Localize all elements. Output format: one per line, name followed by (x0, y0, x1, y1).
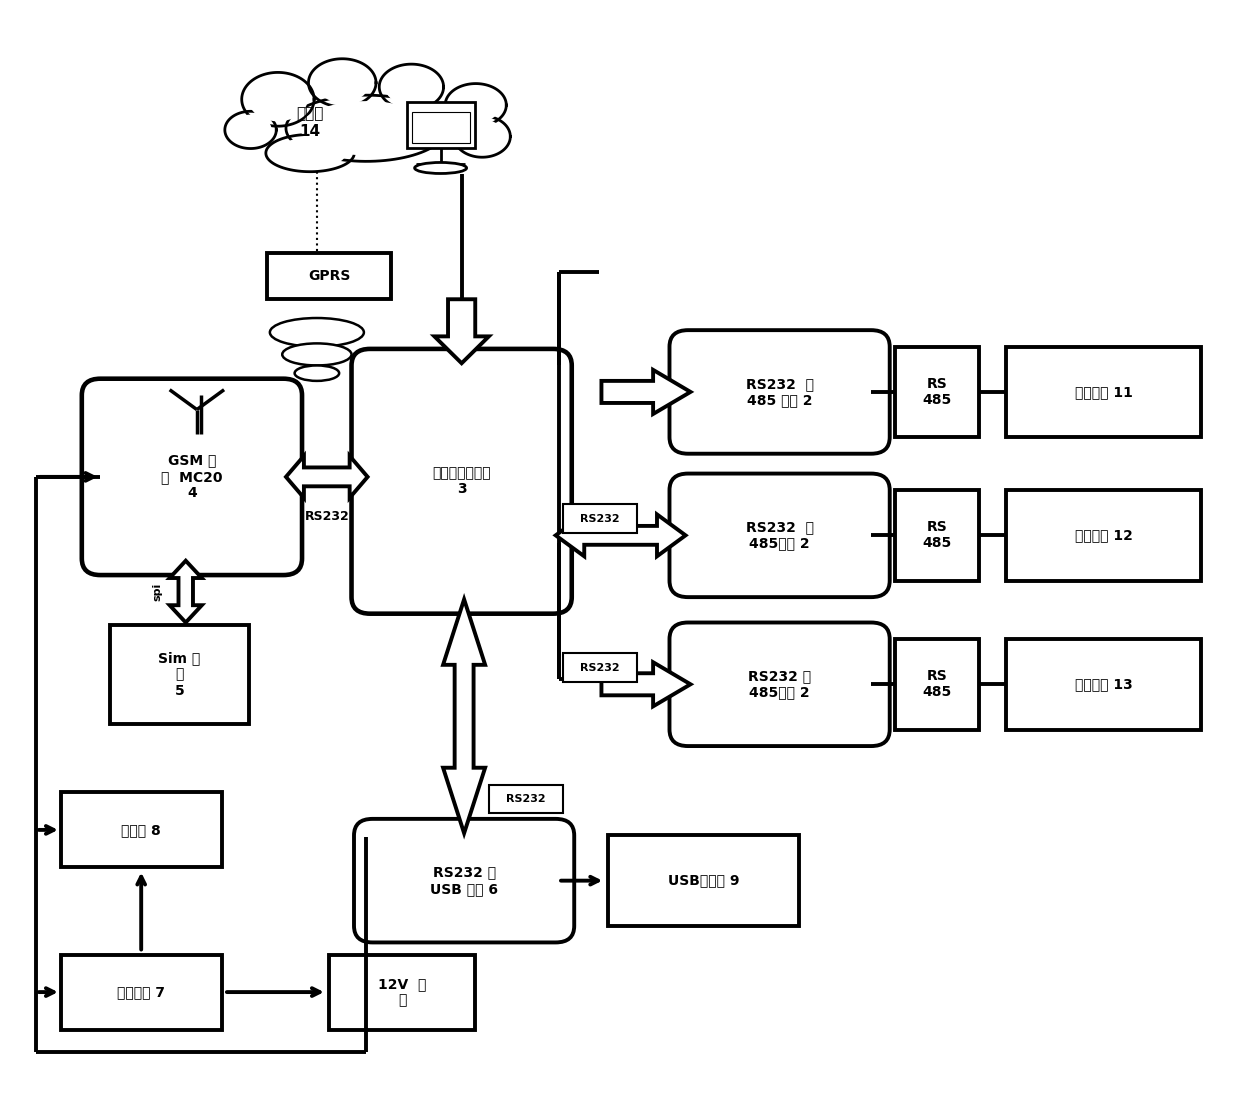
Ellipse shape (445, 84, 506, 126)
Text: 12V  供
电: 12V 供 电 (378, 977, 427, 1008)
Text: 流速端口 11: 流速端口 11 (1075, 385, 1132, 399)
Text: RS232 转
USB 模块 6: RS232 转 USB 模块 6 (430, 866, 498, 896)
Ellipse shape (265, 135, 355, 171)
Polygon shape (434, 300, 489, 363)
FancyBboxPatch shape (110, 625, 249, 724)
FancyBboxPatch shape (1006, 639, 1202, 730)
Polygon shape (443, 599, 485, 833)
FancyBboxPatch shape (61, 954, 222, 1030)
FancyBboxPatch shape (61, 792, 222, 867)
Text: spi: spi (153, 583, 162, 601)
Text: 中央数据处理器
3: 中央数据处理器 3 (433, 467, 491, 497)
Ellipse shape (386, 69, 438, 105)
Ellipse shape (283, 343, 351, 365)
Polygon shape (556, 514, 686, 556)
Text: 水位端口 13: 水位端口 13 (1075, 677, 1132, 691)
FancyBboxPatch shape (330, 954, 475, 1030)
FancyBboxPatch shape (353, 818, 574, 942)
Ellipse shape (286, 95, 446, 161)
FancyBboxPatch shape (407, 102, 475, 148)
Polygon shape (170, 561, 202, 623)
Ellipse shape (414, 163, 466, 174)
Text: Sim 卡
・
5: Sim 卡 ・ 5 (159, 651, 201, 698)
Text: 水闸端口 12: 水闸端口 12 (1075, 529, 1132, 542)
Text: RS232  转
485 模块 2: RS232 转 485 模块 2 (745, 377, 813, 407)
FancyBboxPatch shape (895, 490, 978, 581)
Ellipse shape (379, 64, 444, 109)
FancyBboxPatch shape (563, 654, 637, 682)
FancyBboxPatch shape (563, 504, 637, 533)
Text: 服务器
14: 服务器 14 (296, 106, 324, 139)
Text: RS232: RS232 (580, 514, 620, 524)
Ellipse shape (242, 72, 314, 126)
FancyBboxPatch shape (268, 253, 391, 300)
FancyBboxPatch shape (412, 112, 470, 143)
Text: RS232  转
485模块 2: RS232 转 485模块 2 (745, 520, 813, 551)
Text: RS
485: RS 485 (923, 377, 951, 407)
Ellipse shape (315, 63, 370, 103)
Ellipse shape (459, 119, 505, 154)
Text: 电源模块 7: 电源模块 7 (118, 985, 165, 999)
Text: RS232: RS232 (304, 510, 350, 523)
Text: RS
485: RS 485 (923, 520, 951, 551)
Ellipse shape (450, 87, 501, 123)
Text: RS232: RS232 (506, 794, 546, 804)
FancyBboxPatch shape (1006, 490, 1202, 581)
FancyBboxPatch shape (1006, 346, 1202, 437)
Text: GSM 模
块  MC20
4: GSM 模 块 MC20 4 (161, 453, 223, 500)
FancyBboxPatch shape (670, 623, 890, 747)
Ellipse shape (309, 59, 376, 107)
Text: RS232 转
485模块 2: RS232 转 485模块 2 (748, 669, 811, 699)
FancyBboxPatch shape (608, 835, 800, 926)
Text: GPRS: GPRS (308, 269, 351, 283)
Ellipse shape (454, 116, 511, 157)
FancyBboxPatch shape (670, 331, 890, 453)
FancyBboxPatch shape (489, 784, 563, 813)
Polygon shape (601, 662, 691, 707)
Text: USB调试口 9: USB调试口 9 (668, 874, 739, 888)
Text: RS232: RS232 (580, 662, 620, 672)
FancyBboxPatch shape (895, 346, 978, 437)
Ellipse shape (224, 112, 277, 148)
Text: 变压器 8: 变压器 8 (122, 823, 161, 837)
Ellipse shape (300, 101, 433, 156)
FancyBboxPatch shape (895, 639, 978, 730)
Ellipse shape (229, 115, 272, 145)
Ellipse shape (274, 138, 346, 168)
Ellipse shape (248, 77, 308, 122)
Polygon shape (286, 456, 367, 498)
FancyBboxPatch shape (82, 378, 303, 575)
Text: RS
485: RS 485 (923, 669, 951, 699)
FancyBboxPatch shape (351, 348, 572, 614)
Ellipse shape (270, 319, 363, 346)
Ellipse shape (295, 365, 340, 380)
Polygon shape (601, 369, 691, 414)
FancyBboxPatch shape (670, 473, 890, 597)
